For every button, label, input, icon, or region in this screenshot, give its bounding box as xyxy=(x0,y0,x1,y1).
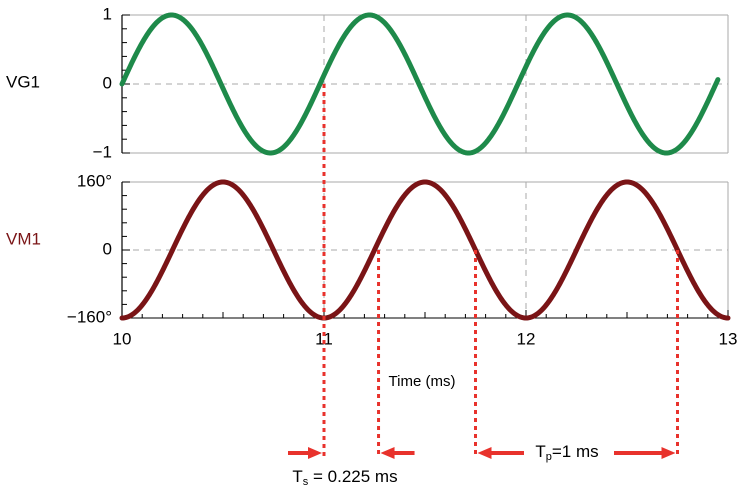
y-tick-label: 160° xyxy=(77,171,112,190)
ts-sub: s xyxy=(303,476,309,488)
ts-label: Ts = 0.225 ms xyxy=(292,467,397,487)
y-tick-label: −160° xyxy=(67,307,112,326)
ts-value: = 0.225 ms xyxy=(308,467,397,486)
tp-label: Tp=1 ms xyxy=(535,442,598,462)
tp-sub: p xyxy=(546,451,552,463)
vm1-panel: 160° 0 −160°10 11 12 13 xyxy=(67,171,738,348)
tp-arrow-right-head xyxy=(661,447,676,459)
ts-arrow-left-head xyxy=(308,447,322,459)
vg1-panel: 1 0 −1 xyxy=(93,4,729,161)
vm1-series-line xyxy=(119,179,731,321)
vg1-axis-label: VG1 xyxy=(6,72,40,91)
timing-annotations xyxy=(288,84,679,459)
x-tick-label: 12 xyxy=(517,329,536,348)
y-tick-label: 0 xyxy=(103,73,112,92)
tp-prefix: T xyxy=(535,442,545,461)
x-tick-label: 11 xyxy=(315,329,333,348)
vm1-axis-label: VM1 xyxy=(6,229,41,248)
y-tick-label: 0 xyxy=(103,239,112,258)
ts-prefix: T xyxy=(292,467,302,486)
x-tick-label: 13 xyxy=(719,329,738,348)
y-tick-label: 1 xyxy=(103,4,112,23)
vg1-series-line xyxy=(119,12,721,156)
ts-arrow-right-head xyxy=(380,447,395,459)
tp-value: =1 ms xyxy=(552,442,599,461)
x-axis-label: Time (ms) xyxy=(389,373,456,390)
y-tick-label: −1 xyxy=(93,142,112,161)
x-tick-label: 10 xyxy=(113,329,132,348)
tp-arrow-left-head xyxy=(477,447,492,459)
